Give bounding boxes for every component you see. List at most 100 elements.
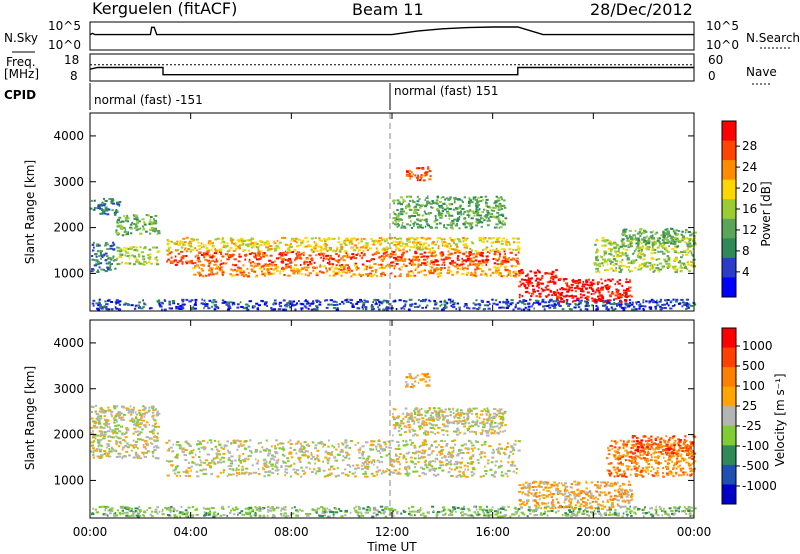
velocity-ylabel: Slant Range [km] <box>23 366 37 470</box>
freq-right-tick-top: 60 <box>708 53 723 67</box>
colorbar-swatch <box>722 328 736 349</box>
colorbar-swatch <box>722 277 736 298</box>
heatmap-region-5 <box>518 480 634 510</box>
colorbar-swatch <box>722 218 736 239</box>
freq-right-tick-bottom: 0 <box>708 69 716 83</box>
freq-left-tick-top: 18 <box>64 53 79 67</box>
power-scatter-regions <box>90 166 697 311</box>
colorbar-tick-label: 500 <box>742 359 765 373</box>
nsearch-label: N.Search <box>746 31 800 45</box>
date-title: 28/Dec/2012 <box>590 0 693 19</box>
colorbar-swatch <box>722 406 736 427</box>
colorbar-tick-label: 12 <box>742 223 757 237</box>
colorbar-tick-label: -1000 <box>742 479 777 493</box>
freq-left-tick-bottom: 8 <box>70 69 78 83</box>
heatmap-region-1 <box>115 214 161 237</box>
power-y-ticks: 1000 2000 3000 4000 <box>53 129 694 280</box>
y-tick-label: 3000 <box>53 382 84 396</box>
colorbar-tick-label: 1000 <box>742 339 773 353</box>
colorbar-swatch <box>722 347 736 368</box>
colorbar-tick-label: 100 <box>742 379 765 393</box>
colorbar-swatch <box>722 386 736 407</box>
cpid-mode-1: normal (fast) -151 <box>94 93 203 107</box>
y-tick-label: 4000 <box>53 336 84 350</box>
noise-panel: N.Sky 10^5 10^0 10^5 10^0 N.Search <box>4 19 800 53</box>
colorbar-tick-label: -25 <box>742 419 762 433</box>
freq-label-2: [MHz] <box>4 67 39 81</box>
heatmap-region-2 <box>392 407 507 437</box>
colorbar-swatch <box>722 484 736 505</box>
nsky-label: N.Sky <box>4 31 38 45</box>
heatmap-region-8 <box>392 195 508 230</box>
x-tick-label: 04:00 <box>173 525 208 539</box>
heatmap-region-10 <box>518 268 559 299</box>
colorbar-swatch <box>722 199 736 220</box>
noise-right-tick-bottom: 10^0 <box>706 38 739 52</box>
x-tick-label: 12:00 <box>375 525 410 539</box>
nsky-series-line <box>89 26 694 36</box>
cpid-mode-2: normal (fast) 151 <box>394 84 498 98</box>
y-tick-label: 2000 <box>53 221 84 235</box>
velocity-colorbar: 1000 500 100 25 -25 -100 -500 -1000 <box>721 327 777 505</box>
heatmap-region-4 <box>166 250 520 267</box>
velocity-y-ticks: 1000 2000 3000 4000 <box>53 336 694 487</box>
colorbar-tick-label: 8 <box>742 244 750 258</box>
frequency-panel: Freq. [MHz] 18 8 60 0 Nave <box>4 53 777 85</box>
heatmap-region-0 <box>90 197 122 216</box>
freq-label-1: Freq. <box>6 55 36 69</box>
velocity-scatter-regions <box>90 372 697 518</box>
colorbar-swatch <box>722 367 736 388</box>
noise-right-tick-top: 10^5 <box>706 19 739 33</box>
colorbar-swatch <box>722 121 736 142</box>
y-tick-label: 2000 <box>53 428 84 442</box>
x-tick-label: 08:00 <box>274 525 309 539</box>
power-colorbar-label: Power [dB] <box>759 181 773 246</box>
colorbar-tick-label: 4 <box>742 265 750 279</box>
time-xlabel: Time UT <box>366 540 417 554</box>
heatmap-region-4 <box>91 505 697 518</box>
colorbar-tick-label: 20 <box>742 181 757 195</box>
colorbar-tick-label: 24 <box>742 160 757 174</box>
velocity-colorbar-label: Velocity [m s⁻¹] <box>773 373 787 466</box>
colorbar-swatch <box>722 425 736 446</box>
heatmap-region-6 <box>192 264 521 278</box>
colorbar-tick-label: -500 <box>742 459 769 473</box>
heatmap-region-3 <box>115 246 161 266</box>
heatmap-region-6 <box>605 439 697 478</box>
colorbar-tick-label: -100 <box>742 439 769 453</box>
noise-left-tick-top: 10^5 <box>48 19 81 33</box>
y-tick-label: 1000 <box>53 473 84 487</box>
colorbar-swatch <box>722 179 736 200</box>
power-panel: 1000 2000 3000 4000 Slant Range [km] 4 8 12 16… <box>23 112 773 312</box>
station-title: Kerguelen (fitACF) <box>92 0 237 18</box>
heatmap-region-5 <box>165 236 521 253</box>
nave-label: Nave <box>746 65 777 79</box>
velocity-panel: 1000 2000 3000 4000 Slant Range [km] 1000 50… <box>23 113 787 554</box>
heatmap-region-2 <box>90 241 118 273</box>
colorbar-swatch <box>722 140 736 161</box>
heatmap-region-0 <box>90 404 161 460</box>
noise-left-tick-bottom: 10^0 <box>48 38 81 52</box>
heatmap-region-7 <box>91 298 697 311</box>
heatmap-region-11 <box>556 278 633 303</box>
heatmap-region-7 <box>631 435 697 455</box>
y-tick-label: 4000 <box>53 129 84 143</box>
colorbar-swatch <box>722 160 736 181</box>
colorbar-swatch <box>722 238 736 259</box>
power-ylabel: Slant Range [km] <box>23 160 37 264</box>
colorbar-swatch <box>722 257 736 278</box>
cpid-label: CPID <box>4 88 36 102</box>
colorbar-swatch <box>722 445 736 466</box>
beam-title: Beam 11 <box>352 0 424 19</box>
power-colorbar: 4 8 12 16 20 24 28 <box>721 120 757 298</box>
heatmap-region-3 <box>404 372 431 389</box>
heatmap-region-9 <box>405 166 432 182</box>
x-tick-label: 00:00 <box>73 525 108 539</box>
time-x-ticks: 00:00 04:00 08:00 12:00 16:00 20:00 00:00 <box>73 113 711 539</box>
y-tick-label: 1000 <box>53 266 84 280</box>
x-tick-label: 20:00 <box>576 525 611 539</box>
colorbar-swatch <box>722 464 736 485</box>
colorbar-tick-label: 16 <box>742 202 757 216</box>
freq-series-line <box>89 66 694 76</box>
